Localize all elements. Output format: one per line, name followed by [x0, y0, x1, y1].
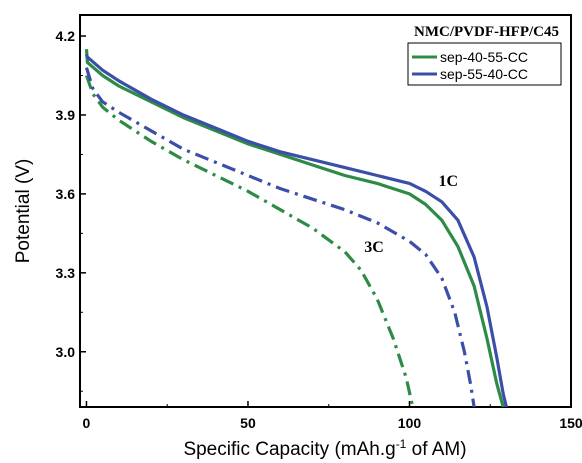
annotation-layer: 1C 3C [364, 173, 458, 256]
x-tick-label: 0 [83, 415, 91, 431]
y-tick-label: 3.0 [56, 344, 76, 360]
series-line-sep-40-55-cc-3c [84, 74, 415, 407]
annotation-1c: 1C [439, 173, 459, 190]
y-tick-label: 3.9 [56, 107, 76, 123]
series-line-sep-40-55-cc-1c [84, 49, 505, 407]
series-line-sep-55-40-cc-1c [84, 53, 508, 407]
x-axis-title-superscript: -1 [396, 437, 407, 451]
annotation-3c: 3C [364, 239, 384, 256]
y-tick-label: 3.6 [56, 186, 76, 202]
legend-label-sep-40-55-cc: sep-40-55-CC [440, 49, 528, 65]
series-line-sep-55-40-cc-3c [84, 67, 476, 407]
x-axis-title-tail: of AM) [406, 439, 466, 460]
legend-box [407, 42, 562, 86]
x-tick-label: 100 [398, 415, 422, 431]
ticks-layer: 0 50 100 150 3.0 3.3 3.6 3.9 4.2 [56, 28, 582, 431]
legend-label-sep-55-40-cc: sep-55-40-CC [440, 66, 528, 82]
series-layer [84, 49, 508, 407]
y-axis-title: Potential (V) [13, 159, 34, 264]
y-tick-label: 4.2 [56, 28, 76, 44]
y-tick-label: 3.3 [56, 265, 76, 281]
legend: NMC/PVDF-HFP/C45 sep-40-55-CC sep-55-40-… [407, 24, 562, 86]
x-axis-title: Specific Capacity (mAh.g-1 of AM) [183, 437, 466, 460]
plot-frame [79, 14, 572, 408]
x-tick-label: 150 [559, 415, 582, 431]
x-tick-label: 50 [240, 415, 256, 431]
legend-title: NMC/PVDF-HFP/C45 [414, 24, 559, 40]
